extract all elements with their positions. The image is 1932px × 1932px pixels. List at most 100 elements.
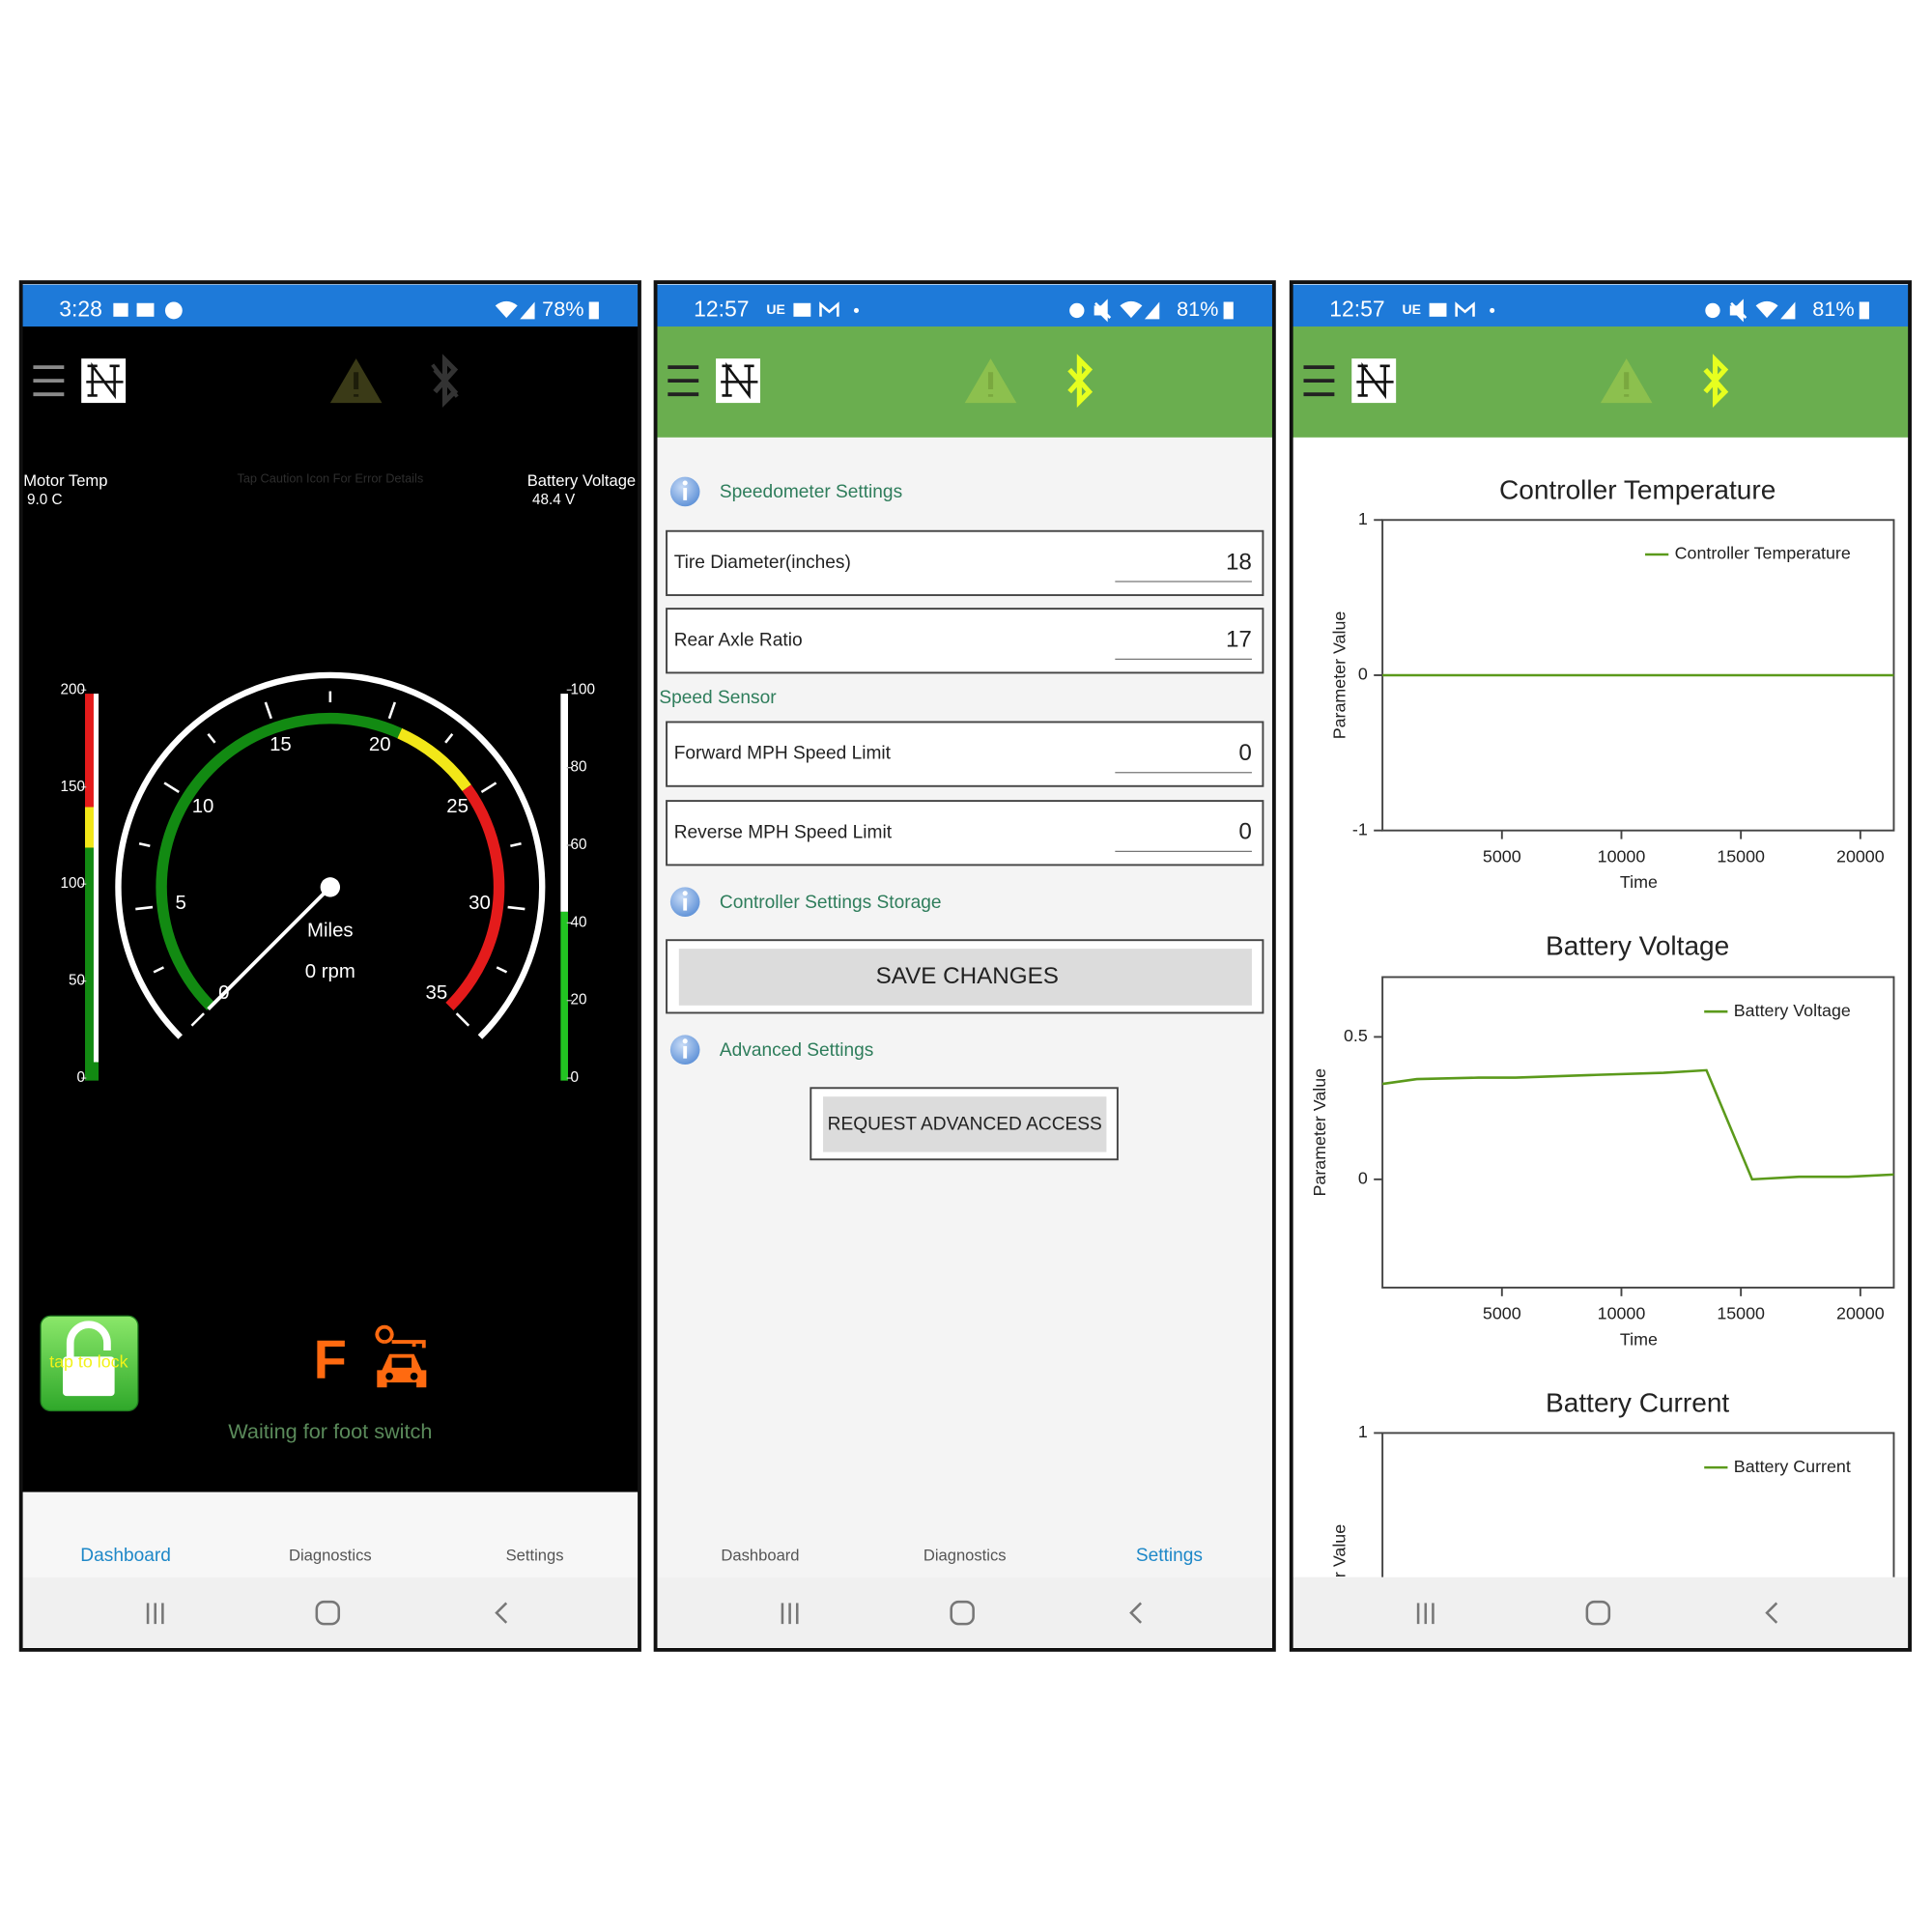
gauge-tick	[135, 905, 154, 911]
car-light	[385, 1372, 393, 1380]
mail-icon	[136, 302, 155, 317]
logo-mark	[1356, 362, 1394, 400]
section-heading: Speed Sensor	[659, 688, 777, 708]
mail-icon	[793, 302, 811, 317]
series-line	[1381, 1068, 1894, 1181]
chart-area: Controller Temperature Parameter Value -1 0…	[1310, 474, 1895, 1653]
dot-icon	[1490, 307, 1495, 313]
field-box[interactable]	[666, 721, 1264, 787]
gauge-tick	[455, 1012, 470, 1027]
dot-icon	[853, 307, 860, 313]
gauge-rim	[115, 671, 546, 1039]
gauge-minor-tick	[153, 966, 165, 974]
advanced-button[interactable]	[823, 1096, 1107, 1152]
status-time: 12:57	[1329, 296, 1384, 321]
gauge-tick	[163, 781, 180, 794]
save-button[interactable]	[678, 949, 1252, 1006]
nav-home[interactable]	[315, 1600, 341, 1626]
chart: Battery Current Parameter Value 1 Battery C…	[1329, 1387, 1895, 1653]
info-glyph	[683, 897, 688, 911]
field-box[interactable]	[666, 800, 1264, 867]
gauge-zone	[397, 727, 471, 792]
battery-voltage-label: Battery Voltage	[527, 471, 636, 490]
field-label: Rear Axle Ratio	[674, 630, 803, 650]
gauge-minor-tick	[207, 733, 216, 744]
legend-label: Battery Voltage	[1734, 1001, 1851, 1020]
save-button-label[interactable]: SAVE CHANGES	[876, 963, 1059, 989]
gauge-label: 35	[426, 982, 448, 1004]
gauge-label: 10	[192, 796, 214, 817]
gauge-tick	[480, 781, 497, 794]
gauge-label: 5	[176, 893, 186, 914]
battery-icon	[1859, 301, 1869, 320]
field-label: Forward MPH Speed Limit	[674, 744, 892, 764]
tab[interactable]: Diagnostics	[923, 1546, 1007, 1564]
bluetooth-icon[interactable]	[1067, 354, 1094, 408]
phone-frame	[1289, 280, 1912, 1652]
gauge-minor-tick	[496, 966, 508, 974]
field-value[interactable]: 17	[1226, 627, 1252, 653]
gauge-unit: Miles	[307, 921, 354, 942]
caution-hint: Tap Caution Icon For Error Details	[237, 471, 423, 486]
tab[interactable]: Settings	[1136, 1546, 1203, 1566]
scale-label: 60	[571, 837, 587, 853]
y-tick-label: 0	[1358, 665, 1368, 684]
nav-home[interactable]	[950, 1600, 975, 1626]
info-glyph	[682, 1038, 688, 1044]
scale-label: 50	[69, 973, 85, 989]
gauge-tick	[190, 1012, 205, 1027]
bluetooth-off	[431, 363, 459, 398]
tab[interactable]: Settings	[506, 1546, 564, 1564]
info-glyph	[683, 488, 688, 500]
field-value[interactable]: 0	[1238, 819, 1251, 845]
x-tick-label: 5000	[1483, 846, 1521, 866]
tab[interactable]: Dashboard	[80, 1546, 171, 1566]
mute-icon	[1729, 298, 1747, 323]
scale-label: 100	[60, 875, 85, 892]
gauge-tick	[507, 905, 526, 911]
plot-frame	[1381, 976, 1895, 1289]
field-value[interactable]: 0	[1238, 740, 1251, 766]
wifi-icon	[1755, 300, 1778, 319]
scale-label: 150	[60, 779, 85, 795]
gauge-label: 20	[369, 734, 391, 755]
battery-icon	[1223, 301, 1234, 320]
tab[interactable]: Dashboard	[721, 1546, 799, 1564]
mute-icon	[1094, 298, 1112, 323]
scale-label: 40	[571, 914, 587, 930]
y-tick-label: 1	[1358, 1422, 1368, 1441]
status-carrier: UE	[766, 301, 784, 317]
nav-bar	[656, 1577, 1273, 1648]
info-glyph	[683, 1045, 688, 1059]
nav-home[interactable]	[1585, 1600, 1611, 1626]
x-tick-label: 20000	[1836, 846, 1885, 866]
field-box[interactable]	[666, 529, 1264, 597]
status-bar	[1293, 284, 1909, 327]
notif-icon	[113, 302, 128, 317]
info-glyph	[682, 480, 688, 486]
field-box[interactable]	[666, 608, 1264, 674]
status-time: 12:57	[694, 296, 749, 321]
field-value[interactable]: 18	[1226, 549, 1252, 575]
alarm-icon	[1705, 302, 1720, 319]
chart: Controller Temperature Parameter Value -1 0…	[1329, 474, 1895, 892]
gauge-needle	[207, 886, 332, 1010]
gauge-zone	[445, 784, 505, 1010]
bluetooth-icon[interactable]	[1703, 354, 1729, 408]
motor-temp-label: Motor Temp	[23, 471, 107, 490]
y-tick-label: 0.5	[1344, 1026, 1368, 1045]
x-tick-label: 5000	[1483, 1304, 1521, 1323]
gauge-minor-tick	[138, 841, 151, 848]
lock-label[interactable]: tap to lock	[49, 1351, 128, 1371]
nav-back[interactable]	[1765, 1602, 1778, 1624]
gmail-icon	[819, 301, 839, 317]
legend-label: Controller Temperature	[1675, 544, 1851, 563]
status-battery: 81%	[1177, 297, 1218, 321]
nav-back[interactable]	[495, 1602, 508, 1624]
gauge-label: 25	[446, 796, 469, 817]
nav-back[interactable]	[1129, 1602, 1143, 1624]
tab[interactable]: Diagnostics	[289, 1546, 372, 1564]
advanced-button-label[interactable]: REQUEST ADVANCED ACCESS	[828, 1115, 1102, 1135]
y-axis-label: Parameter Value	[1329, 1524, 1349, 1653]
